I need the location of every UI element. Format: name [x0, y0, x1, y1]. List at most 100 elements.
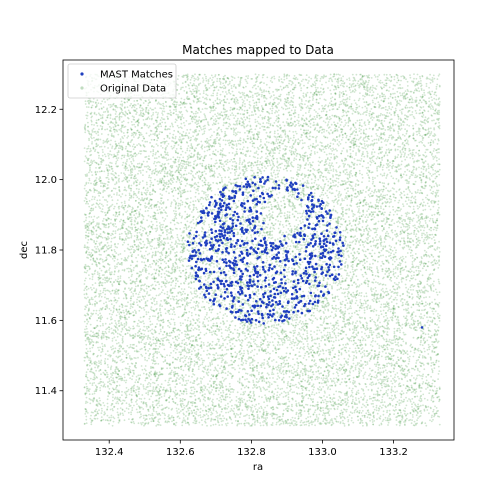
original-data-point — [279, 166, 282, 169]
original-data-point — [438, 291, 441, 294]
original-data-point — [269, 341, 271, 344]
original-data-point — [163, 272, 166, 275]
original-data-point — [395, 302, 398, 305]
original-data-point — [316, 401, 319, 404]
original-data-point — [142, 174, 144, 177]
original-data-point — [394, 107, 397, 110]
original-data-point — [106, 200, 109, 203]
original-data-point — [95, 326, 98, 329]
original-data-point — [177, 337, 180, 340]
original-data-point — [147, 285, 150, 288]
original-data-point — [314, 418, 316, 421]
original-data-point — [192, 297, 194, 300]
original-data-point — [184, 274, 187, 277]
original-data-point — [142, 408, 145, 410]
original-data-point — [180, 153, 182, 156]
original-data-point — [254, 408, 257, 410]
original-data-point — [391, 405, 394, 407]
original-data-point — [394, 396, 397, 399]
original-data-point — [368, 367, 371, 370]
original-data-point — [358, 119, 361, 122]
original-data-point — [181, 424, 184, 427]
original-data-point — [201, 261, 204, 263]
original-data-point — [104, 279, 107, 281]
original-data-point — [403, 308, 405, 311]
original-data-point — [130, 160, 133, 163]
original-data-point — [130, 248, 133, 251]
original-data-point — [347, 419, 350, 421]
original-data-point — [166, 175, 169, 178]
original-data-point — [113, 271, 116, 273]
original-data-point — [112, 393, 114, 396]
original-data-point — [385, 287, 388, 290]
original-data-point — [267, 223, 270, 226]
original-data-point — [251, 404, 254, 407]
original-data-point — [368, 121, 371, 123]
original-data-point — [372, 383, 375, 386]
original-data-point — [326, 339, 329, 341]
original-data-point — [283, 164, 286, 167]
original-data-point — [95, 399, 98, 401]
original-data-point — [116, 300, 119, 302]
original-data-point — [300, 136, 303, 139]
original-data-point — [386, 393, 389, 395]
original-data-point — [111, 345, 114, 347]
original-data-point — [361, 339, 364, 342]
original-data-point — [203, 130, 206, 133]
original-data-point — [434, 405, 436, 408]
original-data-point — [365, 89, 368, 91]
original-data-point — [221, 299, 224, 302]
original-data-point — [91, 382, 94, 385]
original-data-point — [428, 336, 430, 338]
original-data-point — [300, 193, 302, 196]
original-data-point — [334, 195, 337, 198]
original-data-point — [122, 290, 125, 293]
original-data-point — [368, 417, 371, 419]
original-data-point — [224, 277, 227, 280]
original-data-point — [377, 409, 380, 412]
original-data-point — [401, 160, 403, 163]
original-data-point — [91, 162, 94, 165]
original-data-point — [370, 349, 373, 352]
original-data-point — [227, 142, 230, 145]
original-data-point — [232, 361, 235, 363]
original-data-point — [179, 163, 181, 166]
original-data-point — [185, 276, 188, 278]
original-data-point — [436, 396, 439, 399]
original-data-point — [419, 263, 422, 266]
original-data-point — [108, 253, 110, 256]
original-data-point — [239, 113, 242, 115]
original-data-point — [167, 162, 170, 165]
original-data-point — [247, 216, 250, 219]
original-data-point — [346, 181, 349, 184]
original-data-point — [191, 248, 194, 251]
original-data-point — [421, 198, 424, 201]
original-data-point — [318, 345, 321, 348]
original-data-point — [383, 393, 386, 395]
original-data-point — [245, 188, 248, 191]
original-data-point — [103, 411, 106, 413]
original-data-point — [144, 348, 147, 351]
original-data-point — [241, 324, 244, 327]
original-data-point — [92, 209, 94, 212]
original-data-point — [396, 77, 399, 79]
original-data-point — [313, 314, 315, 317]
original-data-point — [317, 160, 320, 163]
original-data-point — [285, 420, 288, 423]
original-data-point — [193, 167, 196, 170]
original-data-point — [373, 190, 376, 192]
original-data-point — [212, 398, 214, 401]
original-data-point — [292, 177, 295, 180]
original-data-point — [404, 139, 406, 142]
original-data-point — [87, 301, 90, 303]
original-data-point — [396, 343, 399, 346]
original-data-point — [207, 415, 210, 417]
original-data-point — [188, 286, 190, 288]
original-data-point — [352, 343, 355, 346]
original-data-point — [97, 216, 100, 218]
original-data-point — [256, 195, 258, 198]
original-data-point — [159, 373, 161, 376]
original-data-point — [425, 269, 428, 272]
original-data-point — [397, 118, 400, 120]
original-data-point — [410, 314, 413, 316]
